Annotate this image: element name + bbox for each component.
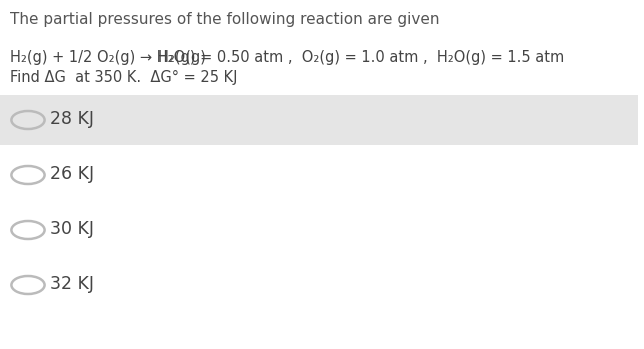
- Text: The partial pressures of the following reaction are given: The partial pressures of the following r…: [10, 12, 439, 27]
- Text: 26 KJ: 26 KJ: [50, 165, 94, 183]
- Text: 32 KJ: 32 KJ: [50, 275, 94, 293]
- Text: 28 KJ: 28 KJ: [50, 110, 94, 128]
- Text: 30 KJ: 30 KJ: [50, 220, 94, 238]
- Text: H₂(g) = 0.50 atm ,  O₂(g) = 1.0 atm ,  H₂O(g) = 1.5 atm: H₂(g) = 0.50 atm , O₂(g) = 1.0 atm , H₂O…: [10, 50, 564, 65]
- Text: H₂(g) + 1/2 O₂(g) → H₂O(g): H₂(g) + 1/2 O₂(g) → H₂O(g): [10, 50, 206, 65]
- Text: Find ΔG  at 350 K.  ΔG° = 25 KJ: Find ΔG at 350 K. ΔG° = 25 KJ: [10, 70, 238, 85]
